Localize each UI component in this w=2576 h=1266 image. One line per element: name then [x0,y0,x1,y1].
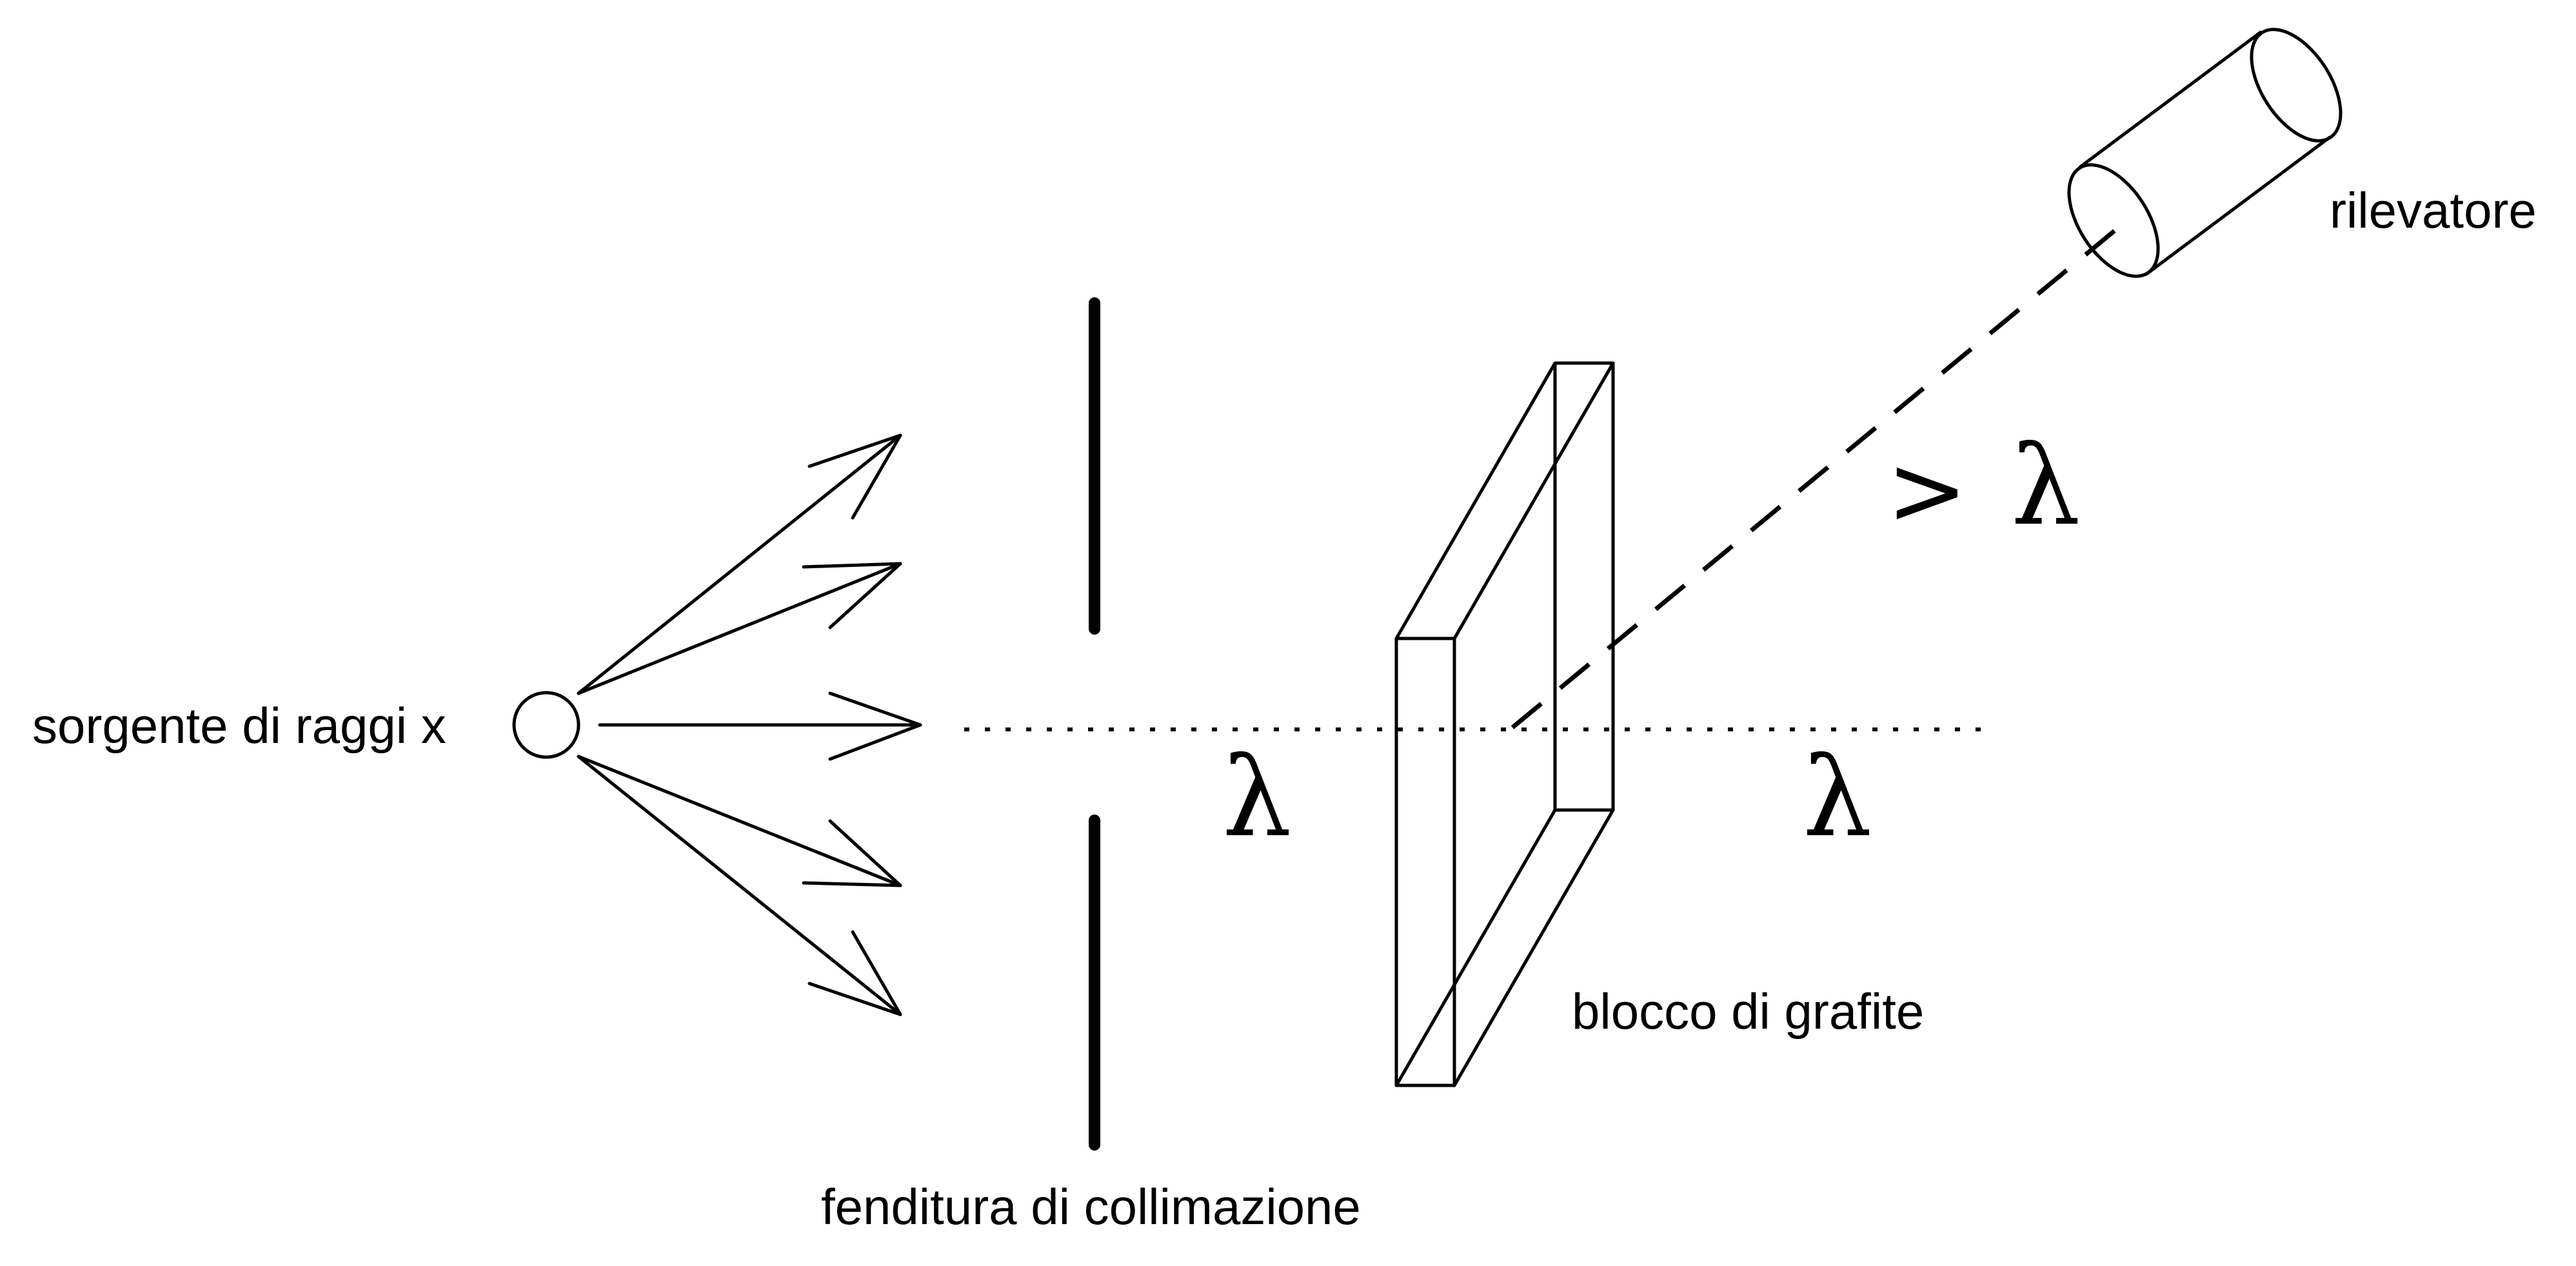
graphite-block [1394,361,1615,1087]
incident-lambda: λ [1222,734,1292,862]
diverging-rays [577,433,922,1016]
xray-source [512,691,580,759]
block-back-face [1553,361,1615,812]
scattered-lambda: λ [2011,422,2081,550]
block-front-face [1394,637,1456,1087]
ray-arrow-1 [577,433,902,695]
source-label: sorgente di raggi x [32,697,446,754]
greater-than-symbol: > [1887,435,1968,547]
ray-arrow-3 [598,691,922,761]
detector-aperture [2067,163,2160,278]
detector-back-end [2250,28,2343,143]
ray-arrow-4 [577,755,902,887]
block-label: blocco di grafite [1572,983,1924,1040]
ray-arrow-2 [577,562,902,695]
detector [2067,28,2343,278]
slit-label: fenditura di collimazione [821,1178,1361,1235]
scattered-ray [1511,224,2123,729]
transmitted-lambda: λ [1803,734,1872,862]
ray-arrow-5 [577,755,902,1016]
detector-label: rilevatore [2330,182,2537,239]
